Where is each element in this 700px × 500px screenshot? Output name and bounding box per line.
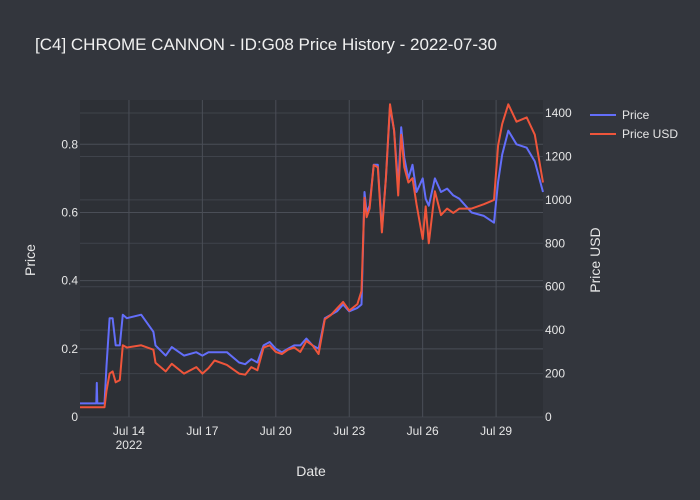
y2-tick-label: 800 bbox=[545, 236, 565, 250]
legend-item-price-usd[interactable]: Price USD bbox=[590, 127, 678, 141]
y2-tick-label: 0 bbox=[545, 410, 552, 424]
x-tick-label: Jul 17 bbox=[186, 424, 218, 438]
y2-tick-label: 1200 bbox=[545, 149, 572, 163]
legend-item-price[interactable]: Price bbox=[590, 108, 650, 122]
y-tick-label: 0.2 bbox=[61, 342, 78, 356]
gridlines bbox=[80, 100, 543, 418]
x-tick-sublabel: 2022 bbox=[116, 438, 143, 452]
y2-axis-ticks: 0 200 400 600 800 1000 1200 1400 bbox=[545, 106, 572, 424]
y-tick-label: 0.6 bbox=[61, 205, 78, 219]
plot-area bbox=[80, 100, 543, 417]
y2-tick-label: 400 bbox=[545, 323, 565, 337]
x-tick-label: Jul 23 bbox=[333, 424, 365, 438]
y2-tick-label: 1400 bbox=[545, 106, 572, 120]
y-tick-label: 0 bbox=[71, 410, 78, 424]
y-tick-label: 0.4 bbox=[61, 274, 78, 288]
y2-tick-label: 1000 bbox=[545, 193, 572, 207]
legend-label-price-usd: Price USD bbox=[622, 127, 678, 141]
y2-axis-title: Price USD bbox=[587, 227, 603, 292]
legend[interactable]: Price Price USD bbox=[590, 108, 678, 141]
x-tick-label: Jul 14 bbox=[113, 424, 145, 438]
x-axis-title: Date bbox=[296, 463, 326, 479]
y-axis-title: Price bbox=[22, 244, 38, 276]
x-tick-label: Jul 26 bbox=[407, 424, 439, 438]
series-line-price-usd bbox=[80, 103, 544, 409]
y2-tick-label: 600 bbox=[545, 280, 565, 294]
y-tick-label: 0.8 bbox=[61, 137, 78, 151]
y-axis-ticks: 0 0.2 0.4 0.6 0.8 bbox=[61, 137, 78, 424]
x-tick-label: Jul 29 bbox=[480, 424, 512, 438]
y2-tick-label: 200 bbox=[545, 367, 565, 381]
chart-title: [C4] CHROME CANNON - ID:G08 Price Histor… bbox=[35, 35, 497, 54]
series-lines bbox=[80, 103, 544, 409]
x-tick-label: Jul 20 bbox=[260, 424, 292, 438]
legend-label-price: Price bbox=[622, 108, 650, 122]
